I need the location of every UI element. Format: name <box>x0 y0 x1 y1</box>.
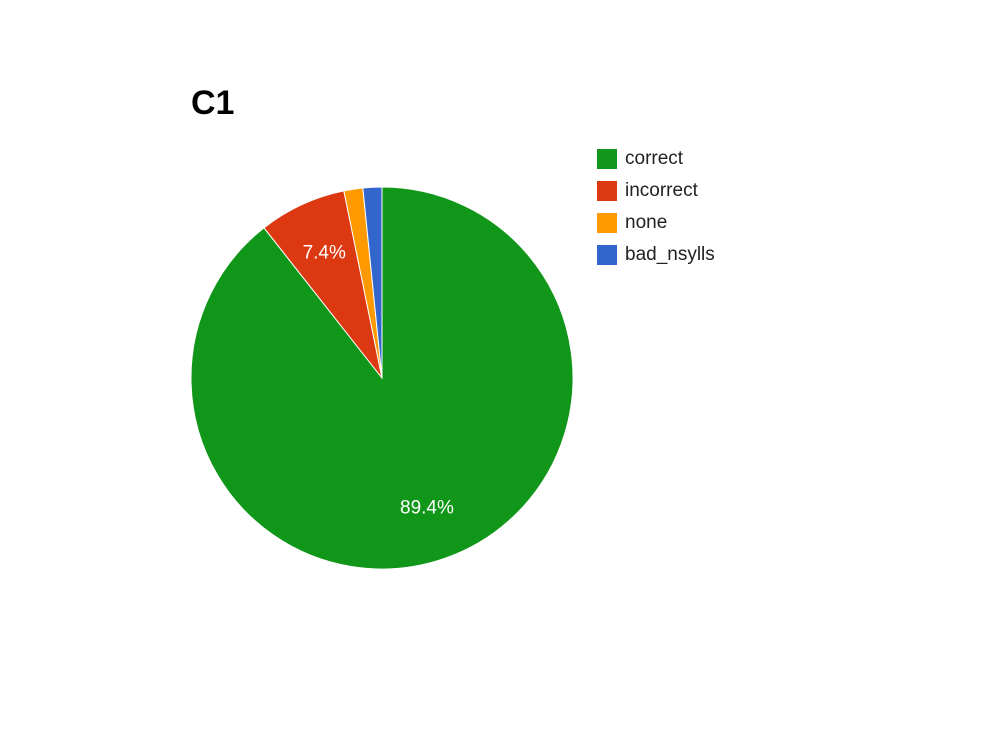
pie-slices <box>190 186 574 570</box>
legend-swatch-correct <box>597 149 617 169</box>
legend-item-bad-nsylls[interactable]: bad_nsylls <box>597 239 715 271</box>
legend-swatch-bad-nsylls <box>597 245 617 265</box>
legend-label-none: none <box>625 212 668 233</box>
pie-label-incorrect: 7.4% <box>303 243 346 264</box>
legend-item-none[interactable]: none <box>597 207 715 239</box>
legend: correct incorrect none bad_nsylls <box>597 143 715 271</box>
pie-slice-labels: 89.4% 7.4% <box>303 243 454 519</box>
legend-label-incorrect: incorrect <box>625 180 698 201</box>
pie-slice-correct[interactable] <box>190 186 574 570</box>
pie-label-correct: 89.4% <box>400 497 454 518</box>
legend-label-correct: correct <box>625 148 684 169</box>
legend-swatch-none <box>597 213 617 233</box>
legend-swatch-incorrect <box>597 181 617 201</box>
chart-title: C1 <box>191 84 235 122</box>
legend-item-correct[interactable]: correct <box>597 143 715 175</box>
pie-slice-bad-nsylls[interactable] <box>362 186 383 379</box>
legend-label-bad-nsylls: bad_nsylls <box>625 244 715 265</box>
legend-item-incorrect[interactable]: incorrect <box>597 175 715 207</box>
